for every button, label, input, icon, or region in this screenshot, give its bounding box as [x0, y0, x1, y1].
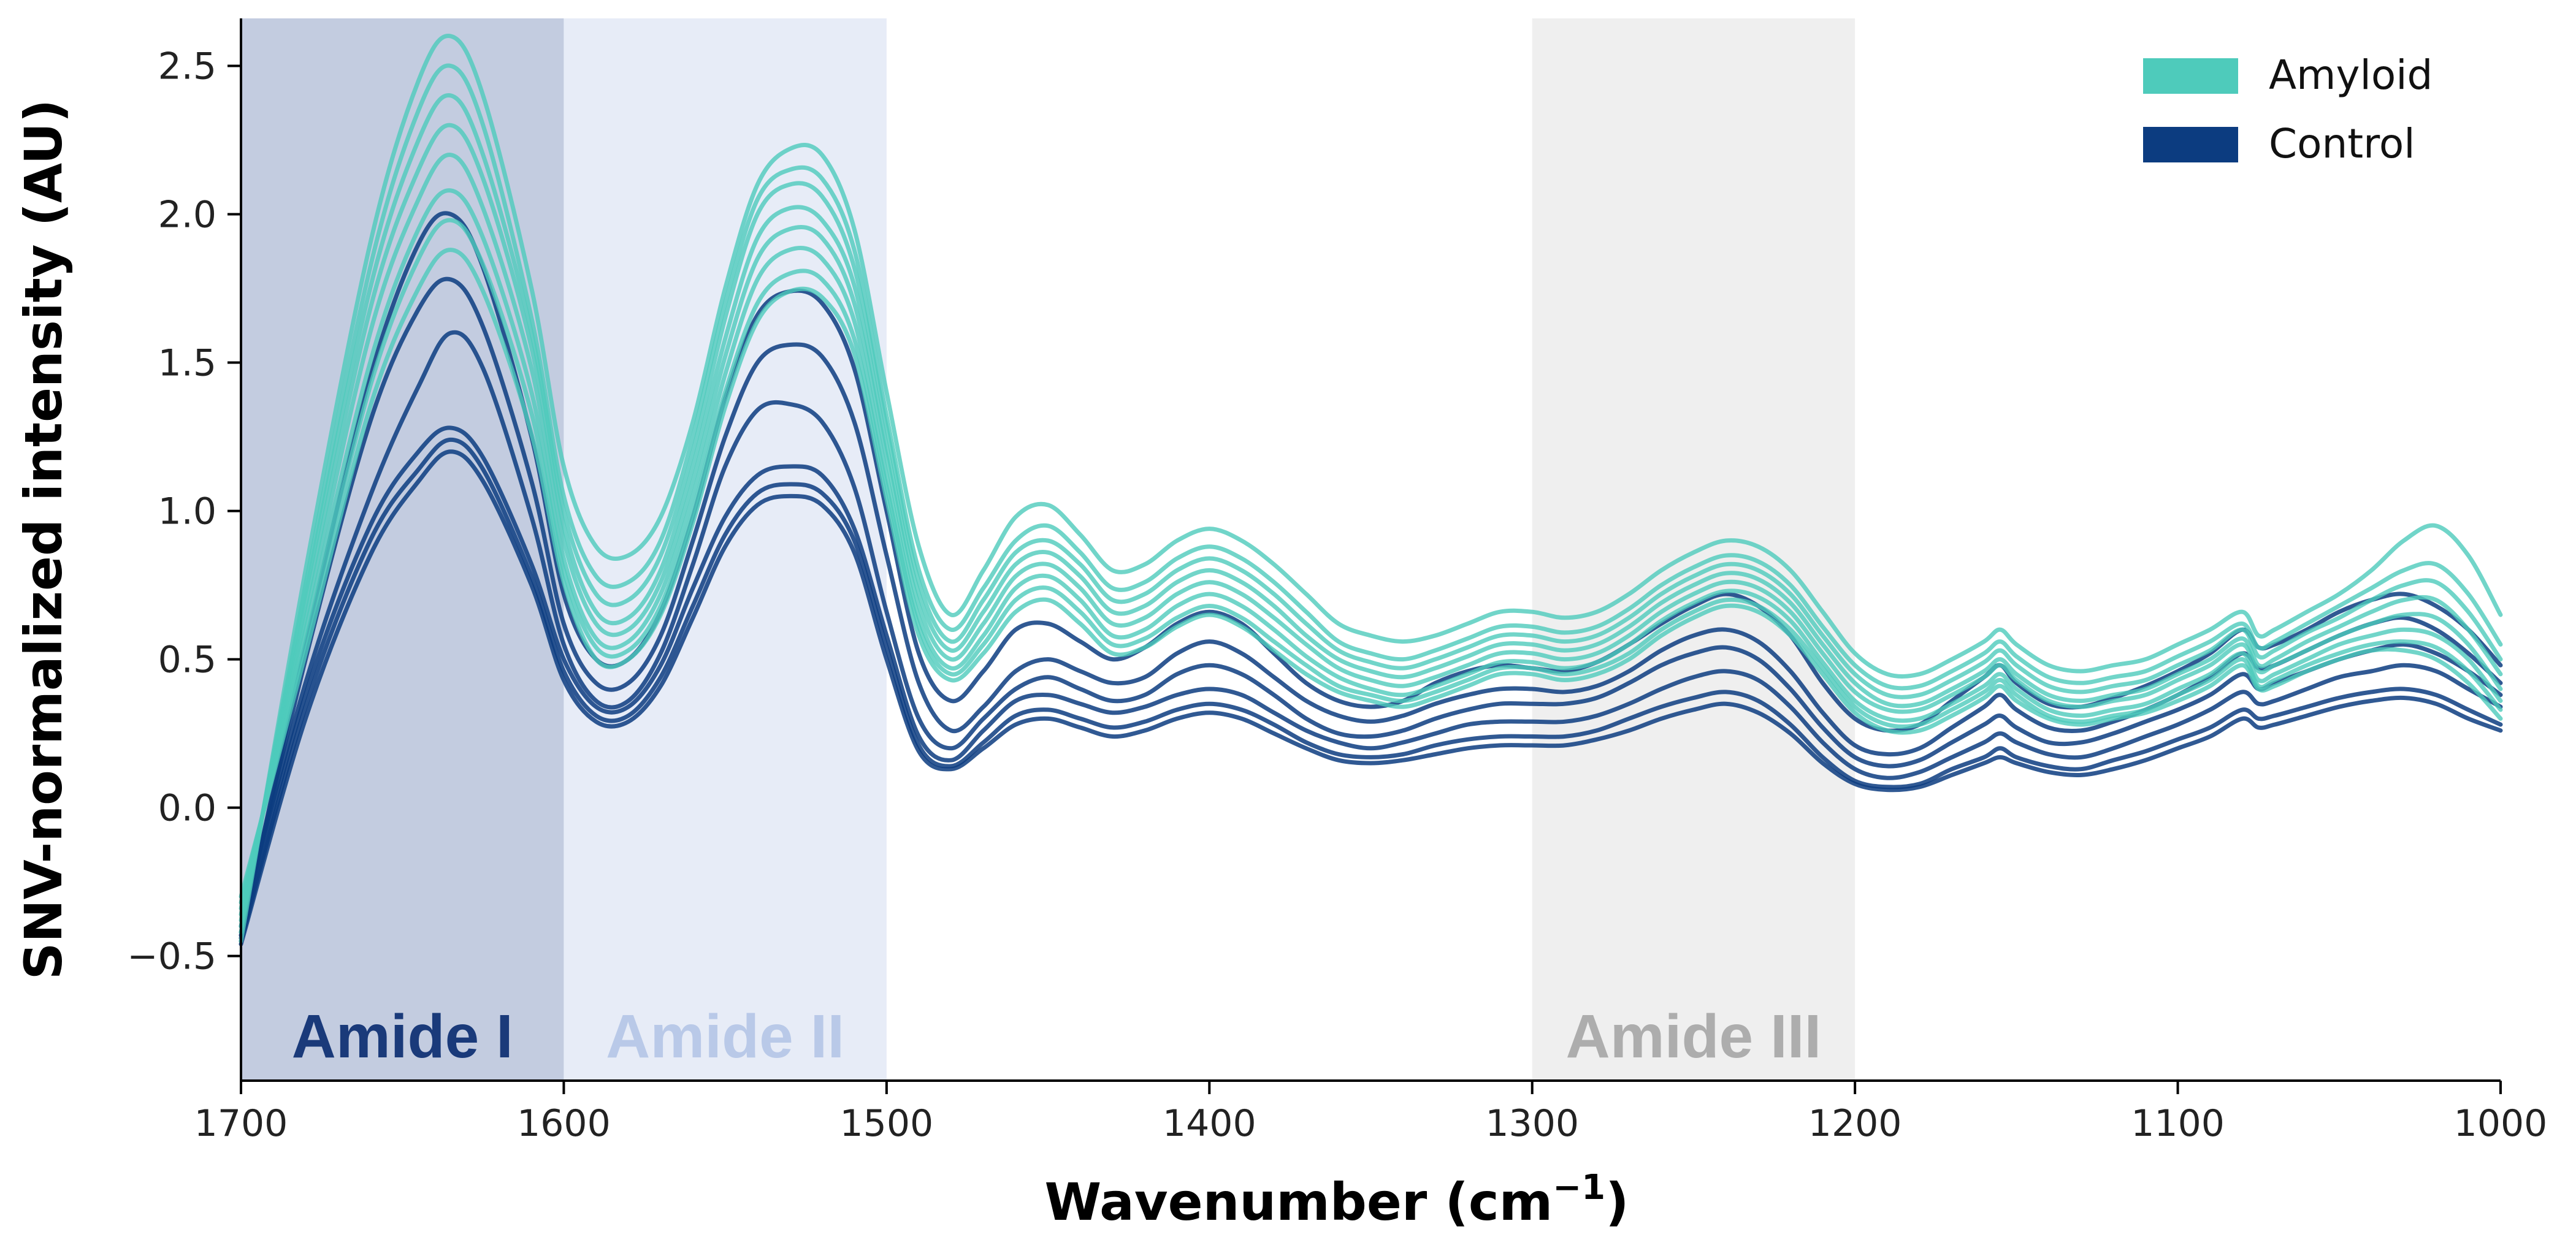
x-tick-label: 1300	[1485, 1102, 1579, 1145]
region-label-3: Amide III	[1566, 1002, 1822, 1071]
y-tick-label: 0.0	[158, 787, 216, 830]
series-line-2	[239, 63, 2503, 935]
x-tick-label: 1100	[2131, 1102, 2225, 1145]
y-tick-label: −0.5	[127, 935, 216, 978]
region-label-2: Amide II	[606, 1002, 844, 1071]
x-tick-label: 1700	[194, 1102, 288, 1145]
y-tick-label: 1.5	[158, 342, 216, 385]
x-tick-label: 1000	[2454, 1102, 2548, 1145]
x-tick-label: 1200	[1808, 1102, 1902, 1145]
series-line-7	[239, 218, 2503, 905]
series-line-4	[239, 123, 2503, 923]
legend: Amyloid Control	[2143, 51, 2433, 167]
spectra-lines	[239, 34, 2503, 946]
x-tick-label: 1400	[1163, 1102, 1256, 1145]
x-axis-title-superscript: −1	[1553, 1168, 1605, 1208]
region-label-1: Amide I	[292, 1002, 513, 1071]
axes	[240, 18, 2501, 1082]
x-axis-title: Wavenumber (cm−1)	[1045, 1168, 1629, 1232]
y-tick-label: 2.0	[158, 193, 216, 236]
series-line-12	[239, 425, 2503, 938]
x-tick-label: 1600	[517, 1102, 611, 1145]
y-tick-label: 0.5	[158, 639, 216, 682]
series-line-6	[239, 188, 2503, 911]
legend-swatch-control	[2143, 127, 2238, 162]
region-labels: Amide I Amide II Amide III	[292, 1002, 1822, 1071]
y-tick-label: 2.5	[158, 45, 216, 88]
series-line-11	[239, 330, 2503, 929]
x-tick-label: 1500	[840, 1102, 934, 1145]
series-line-3	[239, 93, 2503, 929]
series-line-9	[239, 211, 2503, 941]
y-axis-title: SNV-normalized intensity (AU)	[13, 99, 74, 980]
region-band-3	[1532, 18, 1856, 1081]
series-line-13	[239, 437, 2503, 943]
legend-label-amyloid: Amyloid	[2269, 51, 2433, 99]
series-line-1	[239, 34, 2503, 943]
series-line-14	[239, 449, 2503, 946]
y-axis-ticks: −0.5 0.0 0.5 1.0 1.5 2.0 2.5	[127, 45, 241, 978]
legend-swatch-amyloid	[2143, 58, 2238, 94]
series-line-10	[239, 276, 2503, 935]
x-axis-ticks: 1700 1600 1500 1400 1300 1200 1100 1000	[194, 1081, 2548, 1145]
series-line-8	[239, 248, 2503, 899]
y-tick-label: 1.0	[158, 490, 216, 533]
series-line-5	[239, 153, 2503, 917]
legend-label-control: Control	[2269, 120, 2415, 167]
